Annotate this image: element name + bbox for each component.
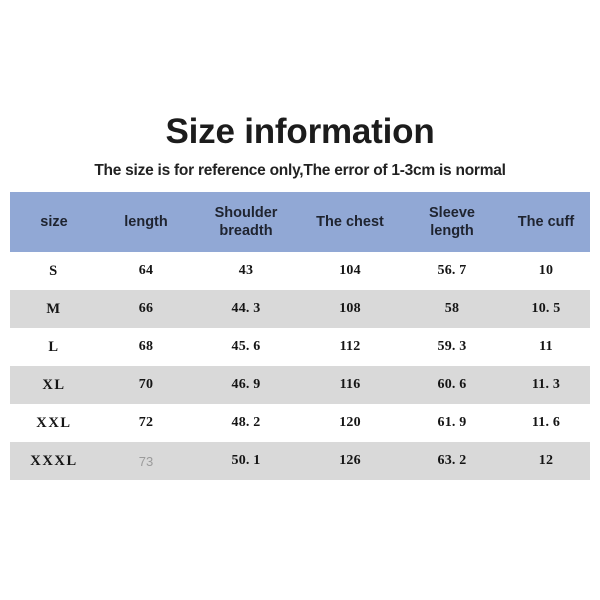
cell-length: 72: [138, 415, 154, 430]
column-header-shoulder-breadth-line1: Shoulder: [214, 205, 278, 221]
cell-sleeve: 59. 3: [437, 339, 467, 354]
cell-sleeve: 60. 6: [437, 377, 467, 392]
table-body: S 64 43 104 56. 7 10 M 66 44. 3 108 58 1…: [10, 252, 590, 480]
table-header-row: size length Shoulder breadth The chest S…: [10, 192, 590, 252]
column-header-sleeve-length-line2: length: [430, 223, 474, 239]
cell-cuff: 12: [538, 453, 554, 468]
cell-chest: 120: [339, 415, 361, 430]
cell-size: XXXL: [30, 452, 78, 469]
cell-sleeve: 58: [444, 301, 460, 316]
column-header-length: length: [124, 214, 168, 230]
cell-shoulder: 46. 9: [231, 377, 261, 392]
cell-cuff: 10. 5: [531, 301, 561, 316]
cell-chest: 104: [339, 263, 361, 278]
column-header-size: size: [40, 214, 68, 230]
table-header: size length Shoulder breadth The chest S…: [10, 192, 590, 252]
cell-size: S: [49, 262, 59, 279]
cell-cuff: 11. 6: [531, 415, 561, 430]
cell-shoulder: 50. 1: [231, 453, 261, 468]
table-row: XL 70 46. 9 116 60. 6 11. 3: [10, 366, 590, 404]
heading-block: Size information The size is for referen…: [0, 112, 600, 181]
table-row: XXL 72 48. 2 120 61. 9 11. 6: [10, 404, 590, 442]
cell-cuff: 11. 3: [531, 377, 561, 392]
column-header-chest: The chest: [316, 214, 384, 230]
cell-sleeve: 61. 9: [437, 415, 467, 430]
cell-cuff: 11: [539, 339, 553, 354]
cell-size: XL: [42, 376, 66, 393]
cell-chest: 108: [339, 301, 361, 316]
cell-sleeve: 63. 2: [437, 453, 467, 468]
cell-shoulder: 45. 6: [231, 339, 261, 354]
size-table-container: size length Shoulder breadth The chest S…: [10, 192, 590, 480]
column-header-cuff: The cuff: [517, 214, 575, 230]
column-header-sleeve-length-line1: Sleeve: [429, 205, 475, 221]
cell-sleeve: 56. 7: [437, 263, 467, 278]
page-title: Size information: [165, 112, 435, 151]
cell-shoulder: 43: [238, 263, 254, 278]
table-row: L 68 45. 6 112 59. 3 11: [10, 328, 590, 366]
cell-length: 73: [138, 453, 154, 469]
cell-chest: 116: [339, 377, 361, 392]
table-row: M 66 44. 3 108 58 10. 5: [10, 290, 590, 328]
page-subtitle: The size is for reference only,The error…: [94, 162, 506, 179]
cell-shoulder: 48. 2: [231, 415, 261, 430]
size-table: size length Shoulder breadth The chest S…: [10, 192, 590, 480]
cell-chest: 126: [339, 453, 361, 468]
cell-size: L: [48, 338, 60, 355]
cell-shoulder: 44. 3: [231, 301, 261, 316]
column-header-sleeve-length: Sleeve length: [402, 192, 502, 252]
cell-size: XXL: [36, 414, 72, 431]
cell-length: 66: [138, 301, 154, 316]
cell-length: 64: [138, 263, 154, 278]
column-header-shoulder-breadth-line2: breadth: [219, 223, 273, 239]
cell-chest: 112: [339, 339, 361, 354]
table-row: XXXL 73 50. 1 126 63. 2 12: [10, 442, 590, 480]
cell-cuff: 10: [538, 263, 554, 278]
cell-size: M: [46, 300, 62, 317]
column-header-shoulder-breadth: Shoulder breadth: [194, 192, 298, 252]
table-row: S 64 43 104 56. 7 10: [10, 252, 590, 290]
cell-length: 70: [138, 377, 154, 392]
cell-length: 68: [138, 339, 154, 354]
